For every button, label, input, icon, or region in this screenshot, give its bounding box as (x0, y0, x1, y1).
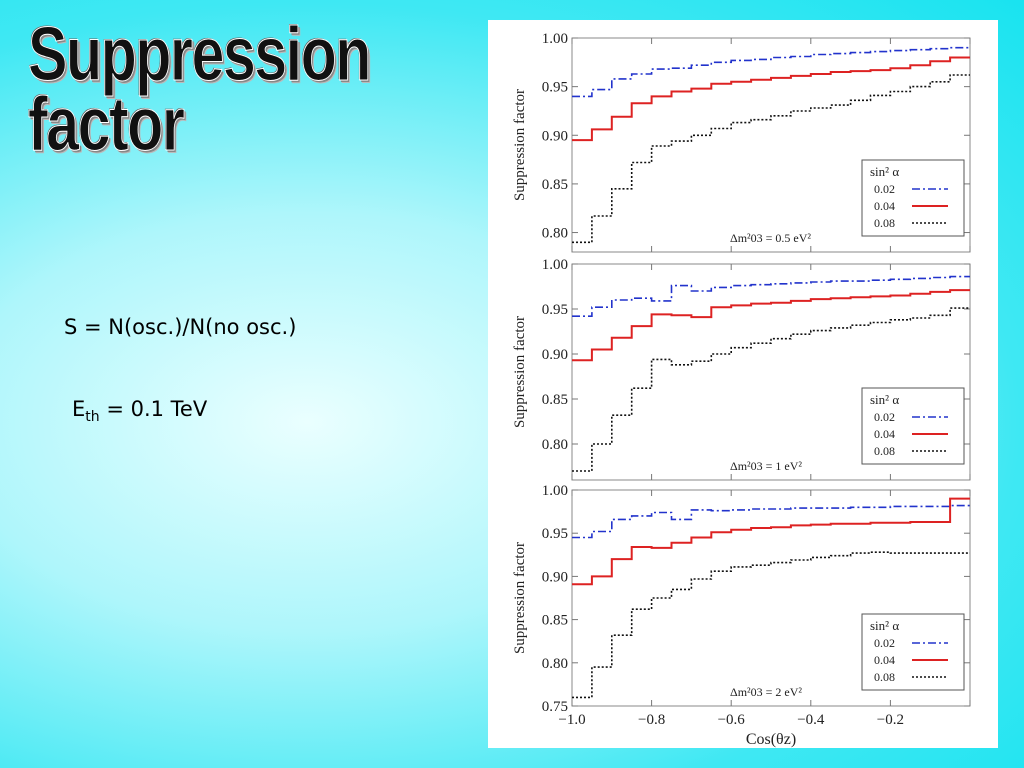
y-tick-label: 0.95 (542, 526, 568, 542)
legend-title: sin² α (870, 618, 899, 633)
y-tick-label: 0.75 (542, 699, 568, 715)
x-tick-label: −0.2 (877, 712, 904, 728)
y-tick-label: 0.90 (542, 347, 568, 363)
x-tick-label: −0.8 (638, 712, 665, 728)
plot-frame (571, 489, 971, 707)
energy-threshold: Eth = 0.1 TeV (72, 397, 207, 425)
legend-label-0.08: 0.08 (874, 216, 895, 230)
legend-title: sin² α (870, 392, 899, 407)
y-tick-label: 0.80 (542, 656, 568, 672)
legend-label-0.04: 0.04 (874, 427, 895, 441)
chart-panel-2: 0.80 0.85 0.90 0.95 1.00 Suppression factor si… (512, 257, 971, 481)
suppression-formula: S = N(osc.)/N(no osc.) (64, 315, 297, 339)
legend-label-0.02: 0.02 (874, 182, 895, 196)
y-axis-label: Suppression factor (512, 542, 528, 654)
series-line-0.04 (572, 497, 970, 586)
y-tick-label: 0.95 (542, 302, 568, 318)
y-tick-label: 0.90 (542, 569, 568, 585)
legend-label-0.04: 0.04 (874, 199, 895, 213)
x-tick-label: −1.0 (558, 712, 585, 728)
y-tick-label: 0.85 (542, 392, 568, 408)
series-line-0.02 (572, 275, 970, 317)
plot-frame (571, 263, 971, 481)
legend-title: sin² α (870, 164, 899, 179)
delta-m-annotation: Δm²03 = 2 eV² (730, 685, 802, 699)
y-tick-label: 1.00 (542, 257, 568, 273)
legend-label-0.08: 0.08 (874, 444, 895, 458)
y-tick-label: 0.80 (542, 437, 568, 453)
plot-frame (571, 37, 971, 253)
x-tick-label: −0.6 (718, 712, 746, 728)
y-axis-label: Suppression factor (512, 316, 528, 428)
threshold-subscript: th (85, 409, 100, 426)
y-tick-label: 1.00 (542, 483, 568, 499)
chart-panel-1: 0.80 0.85 0.90 0.95 1.00 Suppression factor si… (512, 31, 971, 253)
threshold-symbol: E (72, 397, 86, 421)
y-tick-label: 1.00 (542, 31, 568, 47)
series-line-0.04 (572, 289, 970, 362)
legend-label-0.02: 0.02 (874, 636, 895, 650)
threshold-value: = 0.1 TeV (99, 397, 208, 421)
y-axis-label: Suppression factor (512, 89, 528, 201)
legend-label-0.02: 0.02 (874, 410, 895, 424)
series-line-0.08 (572, 307, 970, 472)
y-tick-label: 0.90 (542, 128, 568, 144)
y-tick-label: 0.95 (542, 80, 568, 96)
series-line-0.02 (572, 46, 970, 98)
chart-panel-3: 0.75 0.80 0.85 0.90 0.95 1.00 −1.0 −0.8 −0.6 −0.4… (512, 483, 971, 748)
y-tick-label: 0.85 (542, 177, 568, 193)
series-line-0.08 (572, 74, 970, 244)
slide-title: Suppression factor (28, 12, 372, 167)
suppression-charts: 0.80 0.85 0.90 0.95 1.00 Suppression factor si… (512, 31, 971, 748)
x-tick-label: −0.4 (797, 712, 825, 728)
delta-m-annotation: Δm²03 = 1 eV² (730, 459, 802, 473)
y-tick-label: 0.80 (542, 226, 568, 242)
delta-m-annotation: Δm²03 = 0.5 eV² (730, 231, 811, 245)
series-line-0.04 (572, 56, 970, 142)
y-tick-label: 0.85 (542, 613, 568, 629)
x-axis-label: Cos(θz) (746, 731, 796, 748)
legend-label-0.08: 0.08 (874, 670, 895, 684)
suppression-figure: 0.80 0.85 0.90 0.95 1.00 Suppression factor si… (488, 20, 998, 748)
legend-label-0.04: 0.04 (874, 653, 895, 667)
series-line-0.02 (572, 504, 970, 539)
